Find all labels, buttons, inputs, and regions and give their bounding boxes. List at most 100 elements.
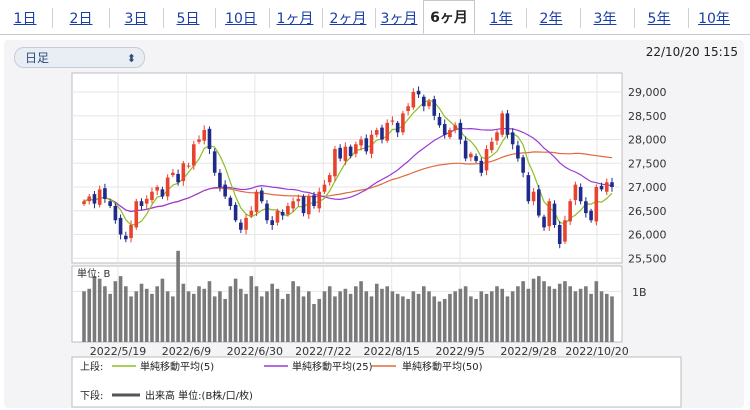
candle-body (139, 201, 144, 206)
candle-body (296, 198, 301, 202)
candle-body (594, 187, 599, 222)
volume-bar (275, 288, 280, 342)
volume-bar (197, 286, 201, 342)
candle-body (338, 147, 342, 159)
volume-bar (113, 281, 118, 342)
volume-bar (573, 291, 578, 342)
candle-body (369, 134, 374, 154)
tab-1y[interactable]: 1年 (489, 11, 513, 27)
candle-body (442, 124, 447, 135)
volume-bar (233, 278, 238, 342)
x-tick-label: 2022/9/5 (435, 345, 484, 358)
volume-bar (286, 293, 290, 342)
tab-5d[interactable]: 5日 (176, 11, 200, 27)
tab-1m[interactable]: 1ヶ月 (276, 11, 314, 27)
candle-body (604, 182, 609, 192)
candle-body (578, 187, 583, 202)
volume-bar (129, 296, 133, 342)
volume-bar (301, 296, 306, 342)
volume-bar (521, 281, 525, 342)
period-select[interactable]: 日足 ⬍ (14, 47, 145, 68)
tab-separator (215, 8, 216, 28)
candle-body (312, 195, 316, 206)
candle-body (453, 125, 457, 130)
y-tick-label: 28,000 (628, 134, 667, 147)
volume-bar (411, 291, 416, 342)
volume-bar (495, 286, 499, 342)
candle-body (212, 151, 217, 173)
tab-2m[interactable]: 2ヶ月 (329, 11, 367, 27)
volume-bar (103, 286, 107, 342)
candle-body (286, 206, 290, 215)
legend-lower-label: 下段: (80, 389, 103, 402)
candle-body (181, 163, 186, 182)
tab-1d[interactable]: 1日 (13, 11, 37, 27)
volume-bar (469, 296, 473, 342)
tab-3d[interactable]: 3日 (124, 11, 148, 27)
volume-bar (186, 291, 191, 342)
tab-10y[interactable]: 10年 (698, 11, 730, 27)
candle-body (380, 127, 384, 140)
tab-3y[interactable]: 3年 (593, 11, 617, 27)
candle-body (374, 130, 379, 135)
candle-body (306, 196, 311, 215)
candle-body (254, 191, 259, 212)
candle-body (291, 201, 295, 209)
x-tick-label: 2022/8/15 (364, 345, 420, 358)
candle-body (171, 172, 175, 176)
candle-body (191, 144, 196, 166)
volume-bar (348, 293, 353, 342)
volume-bar (191, 293, 196, 342)
volume-bar (526, 288, 531, 342)
candle-body (228, 197, 233, 206)
candle-body (599, 185, 604, 190)
candle-body (207, 128, 212, 149)
tab-5y[interactable]: 5年 (647, 11, 671, 27)
candle-body (218, 172, 222, 187)
legend-ma25-label: 単純移動平均(25) (292, 360, 373, 373)
legend-ma50-label: 単純移動平均(50) (402, 360, 483, 373)
y-tick-label: 26,500 (628, 205, 667, 218)
x-tick-label: 2022/6/30 (227, 345, 283, 358)
candle-body (458, 122, 463, 140)
volume-bar (144, 288, 149, 342)
period-select-value: 日足 (25, 51, 50, 65)
candle-body (495, 132, 499, 141)
volume-bar (537, 276, 541, 342)
volume-bar (212, 296, 217, 342)
ma5-line (83, 99, 613, 226)
volume-bar (489, 291, 494, 342)
volume-bar (589, 293, 593, 342)
volume-bar (547, 286, 552, 342)
candle-body (322, 184, 327, 192)
volume-bar (406, 298, 410, 342)
candle-body (557, 225, 562, 244)
volume-bar (505, 296, 510, 342)
candle-body (233, 204, 238, 221)
tab-3m[interactable]: 3ヶ月 (380, 11, 418, 27)
tab-separator (688, 8, 689, 28)
candle-body (589, 210, 593, 221)
volume-bar (463, 286, 468, 342)
x-tick-label: 2022/10/20 (565, 345, 628, 358)
tab-2d[interactable]: 2日 (69, 11, 93, 27)
candle-body (202, 130, 207, 141)
tab-separator (580, 8, 581, 28)
candle-body (239, 222, 243, 230)
x-tick-label: 2022/5/19 (90, 345, 146, 358)
tab-2y[interactable]: 2年 (539, 11, 563, 27)
volume-bar (176, 250, 180, 342)
y-tick-label: 27,000 (628, 181, 667, 194)
volume-bar (354, 286, 358, 342)
volume-bar (280, 298, 285, 342)
volume-bar (458, 288, 463, 342)
y-tick-label: 25,500 (628, 252, 667, 265)
tab-10d[interactable]: 10日 (225, 11, 257, 27)
tab-6m[interactable]: 6ヶ月 (423, 0, 475, 34)
volume-bar (516, 286, 520, 342)
volume-bar (395, 293, 400, 342)
volume-bar (155, 286, 159, 342)
volume-bar (442, 298, 447, 342)
candle-body (108, 201, 112, 206)
